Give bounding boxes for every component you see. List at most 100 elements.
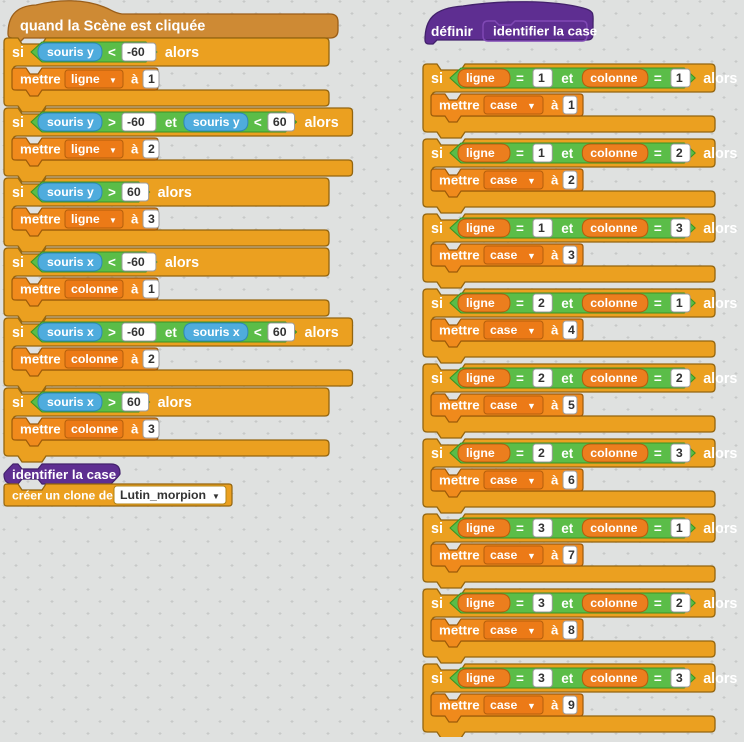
- svg-text:3: 3: [148, 212, 155, 226]
- svg-text:2: 2: [676, 596, 683, 610]
- svg-text:▼: ▼: [527, 101, 536, 111]
- svg-text:1: 1: [538, 146, 545, 160]
- svg-text:=: =: [654, 296, 662, 311]
- svg-text:▼: ▼: [527, 701, 536, 711]
- svg-text:2: 2: [538, 371, 545, 385]
- svg-text:=: =: [654, 446, 662, 461]
- svg-text:1: 1: [148, 72, 155, 86]
- svg-text:Lutin_morpion: Lutin_morpion: [120, 488, 206, 502]
- svg-text:alors: alors: [703, 446, 737, 462]
- svg-text:si: si: [12, 325, 24, 341]
- svg-text:▼: ▼: [109, 356, 117, 365]
- svg-text:1: 1: [676, 521, 683, 535]
- svg-text:ligne: ligne: [71, 72, 100, 86]
- svg-text:ligne: ligne: [71, 212, 100, 226]
- svg-text:mettre: mettre: [439, 398, 480, 413]
- svg-text:souris x: souris x: [47, 395, 94, 409]
- svg-text:et: et: [165, 115, 178, 130]
- svg-text:=: =: [516, 296, 524, 311]
- svg-text:colonne: colonne: [590, 221, 637, 235]
- svg-text:alors: alors: [305, 115, 339, 131]
- svg-text:si: si: [431, 146, 443, 162]
- svg-text:à: à: [131, 142, 139, 157]
- svg-text:et: et: [561, 521, 574, 536]
- svg-text:▼: ▼: [527, 551, 536, 561]
- svg-text:=: =: [654, 671, 662, 686]
- svg-text:si: si: [12, 185, 24, 201]
- svg-text:<: <: [254, 115, 262, 130]
- svg-text:=: =: [516, 371, 524, 386]
- svg-text:colonne: colonne: [590, 596, 637, 610]
- svg-text:ligne: ligne: [466, 521, 495, 535]
- svg-text:3: 3: [148, 422, 155, 436]
- svg-text:=: =: [516, 71, 524, 86]
- svg-text:1: 1: [676, 71, 683, 85]
- svg-text:case: case: [490, 248, 518, 262]
- svg-text:et: et: [165, 325, 178, 340]
- svg-text:=: =: [516, 446, 524, 461]
- svg-text:▼: ▼: [109, 146, 117, 155]
- svg-text:définir: définir: [431, 24, 473, 39]
- svg-text:souris y: souris y: [193, 115, 240, 129]
- svg-text:▼: ▼: [527, 176, 536, 186]
- svg-text:et: et: [561, 71, 574, 86]
- svg-text:à: à: [131, 212, 139, 227]
- svg-text:case: case: [490, 323, 518, 337]
- svg-text:2: 2: [568, 173, 575, 187]
- svg-text:si: si: [431, 446, 443, 462]
- svg-text:2: 2: [538, 446, 545, 460]
- svg-text:à: à: [551, 473, 559, 488]
- svg-text:=: =: [654, 221, 662, 236]
- svg-text:ligne: ligne: [466, 446, 495, 460]
- svg-text:▼: ▼: [527, 326, 536, 336]
- svg-text:souris x: souris x: [193, 325, 240, 339]
- svg-text:3: 3: [538, 671, 545, 685]
- svg-text:=: =: [654, 146, 662, 161]
- svg-text:▼: ▼: [109, 286, 117, 295]
- svg-text:case: case: [490, 698, 518, 712]
- svg-text:colonne: colonne: [590, 296, 637, 310]
- svg-text:case: case: [490, 623, 518, 637]
- svg-text:ligne: ligne: [466, 146, 495, 160]
- svg-text:identifier la case: identifier la case: [493, 24, 597, 39]
- svg-text:quand la Scène est cliquée: quand la Scène est cliquée: [20, 19, 205, 35]
- svg-text:case: case: [490, 398, 518, 412]
- svg-text:si: si: [431, 71, 443, 87]
- svg-text:alors: alors: [158, 395, 192, 411]
- svg-text:8: 8: [568, 623, 575, 637]
- svg-text:si: si: [12, 395, 24, 411]
- svg-text:5: 5: [568, 398, 575, 412]
- svg-text:mettre: mettre: [20, 212, 61, 227]
- svg-text:case: case: [490, 473, 518, 487]
- svg-text:7: 7: [568, 548, 575, 562]
- svg-text:souris y: souris y: [47, 45, 94, 59]
- svg-text:à: à: [131, 352, 139, 367]
- svg-text:▼: ▼: [527, 476, 536, 486]
- svg-text:si: si: [431, 221, 443, 237]
- svg-text:=: =: [654, 596, 662, 611]
- svg-text:mettre: mettre: [439, 548, 480, 563]
- svg-text:1: 1: [538, 71, 545, 85]
- svg-text:2: 2: [676, 371, 683, 385]
- svg-text:6: 6: [568, 473, 575, 487]
- svg-text:-60: -60: [127, 325, 145, 339]
- svg-text:à: à: [551, 248, 559, 263]
- svg-text:colonne: colonne: [590, 71, 637, 85]
- svg-text:alors: alors: [703, 71, 737, 87]
- svg-text:mettre: mettre: [439, 698, 480, 713]
- svg-text:ligne: ligne: [466, 296, 495, 310]
- svg-text:à: à: [551, 623, 559, 638]
- svg-text:mettre: mettre: [20, 282, 61, 297]
- svg-text:mettre: mettre: [20, 422, 61, 437]
- svg-text:=: =: [654, 521, 662, 536]
- svg-text:alors: alors: [703, 296, 737, 312]
- svg-text:alors: alors: [305, 325, 339, 341]
- svg-text:mettre: mettre: [439, 623, 480, 638]
- svg-text:créer un clone de: créer un clone de: [12, 488, 113, 502]
- svg-text:et: et: [561, 671, 574, 686]
- svg-text:alors: alors: [703, 671, 737, 687]
- svg-text:à: à: [551, 548, 559, 563]
- svg-text:3: 3: [676, 671, 683, 685]
- svg-text:60: 60: [127, 185, 141, 199]
- svg-text:4: 4: [568, 323, 575, 337]
